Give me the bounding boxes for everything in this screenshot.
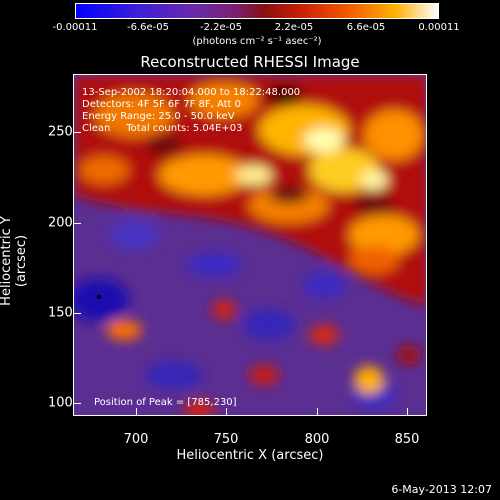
x-tick-label: 800	[304, 432, 330, 447]
x-tick-mark	[317, 408, 318, 416]
info-clean: Clean Total counts: 5.04E+03	[82, 123, 243, 134]
colorbar-tick: -2.2e-05	[200, 22, 242, 33]
peak-position: Position of Peak = [785,230]	[94, 397, 237, 408]
x-tick-label: 700	[123, 432, 149, 447]
x-axis-label: Heliocentric X (arcsec)	[176, 448, 324, 463]
info-energy: Energy Range: 25.0 - 50.0 keV	[82, 111, 235, 122]
y-tick-mark	[73, 403, 81, 404]
colorbar-tick: 2.2e-05	[274, 22, 314, 33]
y-tick-label: 150	[48, 305, 73, 321]
image-map	[74, 75, 426, 415]
colorbar	[75, 3, 439, 19]
x-tick-label: 750	[213, 432, 239, 447]
hxr-image: 13-Sep-2002 18:20:04.000 to 18:22:48.000…	[73, 74, 427, 416]
x-tick-mark	[407, 408, 408, 416]
x-tick-label: 850	[394, 432, 420, 447]
y-axis-label: Heliocentric Y (arcsec)	[0, 216, 29, 306]
y-tick-label: 100	[48, 395, 73, 411]
x-tick-mark	[136, 408, 137, 416]
info-detectors: Detectors: 4F 5F 6F 7F 8F, Att 0	[82, 99, 242, 110]
x-tick-mark	[226, 408, 227, 416]
y-tick-mark	[73, 132, 81, 133]
y-tick-label: 250	[48, 124, 73, 140]
info-time-range: 13-Sep-2002 18:20:04.000 to 18:22:48.000	[82, 87, 301, 98]
y-tick-mark	[73, 313, 81, 314]
colorbar-tick: -0.00011	[52, 22, 98, 33]
y-tick-mark	[73, 223, 81, 224]
plot-title: Reconstructed RHESSI Image	[140, 53, 360, 71]
colorbar-unit: (photons cm⁻² s⁻¹ asec⁻²)	[192, 36, 322, 47]
y-tick-label: 200	[48, 215, 73, 231]
colorbar-tick: -6.6e-05	[127, 22, 169, 33]
colorbar-tick: 0.00011	[418, 22, 460, 33]
footer-date: 6-May-2013 12:07	[391, 483, 492, 496]
colorbar-tick: 6.6e-05	[346, 22, 386, 33]
